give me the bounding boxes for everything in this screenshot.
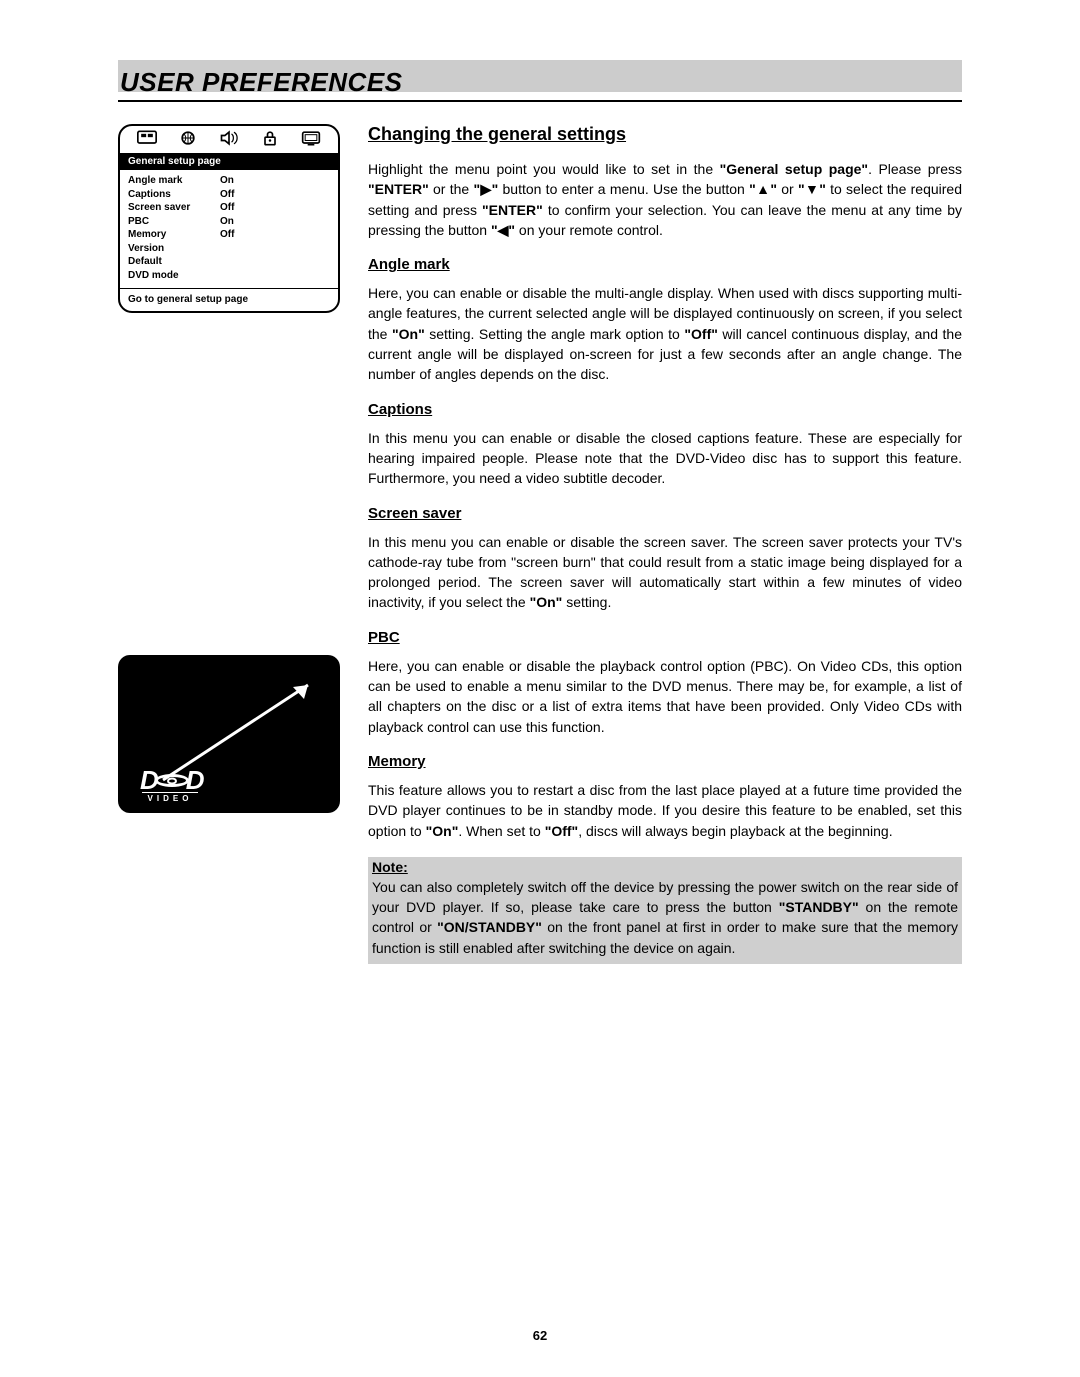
setup-row-value: On (220, 215, 234, 229)
page-title: USER PREFERENCES (118, 67, 403, 98)
note-body: You can also completely switch off the d… (372, 877, 958, 958)
tv-icon (301, 130, 321, 151)
setup-row: PBCOn (128, 215, 330, 229)
subsection-body: This feature allows you to restart a dis… (368, 780, 962, 841)
setup-row-value: On (220, 174, 234, 188)
section-heading-main: Changing the general settings (368, 124, 962, 145)
setup-items: Angle markOnCaptionsOffScreen saverOffPB… (120, 170, 338, 288)
subsection-heading: Angle mark (368, 256, 962, 273)
setup-row: CaptionsOff (128, 188, 330, 202)
setup-row-label: PBC (128, 215, 220, 229)
setup-row-label: DVD mode (128, 269, 220, 283)
setup-footer: Go to general setup page (120, 289, 338, 311)
intro-paragraph: Highlight the menu point you would like … (368, 159, 962, 240)
setup-row-value: Off (220, 188, 234, 202)
subsection-heading: Memory (368, 753, 962, 770)
setup-row-label: Screen saver (128, 201, 220, 215)
dvd-logo: DD (140, 767, 204, 793)
page-number: 62 (0, 1328, 1080, 1343)
setup-title-bar: General setup page (120, 153, 338, 170)
header-underline (118, 100, 962, 102)
sections-container: Angle mark Here, you can enable or disabl… (368, 256, 962, 841)
note-title: Note: (372, 859, 408, 875)
speaker-icon (219, 130, 239, 151)
subsection-body: Here, you can enable or disable the play… (368, 656, 962, 737)
subsection-body: In this menu you can enable or disable t… (368, 532, 962, 613)
subsection-heading: PBC (368, 629, 962, 646)
general-setup-box: General setup page Angle markOnCaptionsO… (118, 124, 340, 313)
setup-row-value: Off (220, 201, 234, 215)
setup-row-label: Default (128, 255, 220, 269)
globe-icon (178, 130, 198, 151)
setup-row-value: Off (220, 228, 234, 242)
header-bar: USER PREFERENCES (118, 60, 962, 92)
setup-row: Screen saverOff (128, 201, 330, 215)
note-box: Note: You can also completely switch off… (368, 857, 962, 964)
setup-row: DVD mode (128, 269, 330, 283)
setup-row-label: Memory (128, 228, 220, 242)
setup-row: MemoryOff (128, 228, 330, 242)
left-column: General setup page Angle markOnCaptionsO… (118, 124, 340, 964)
subsection-body: Here, you can enable or disable the mult… (368, 283, 962, 384)
setup-row-label: Version (128, 242, 220, 256)
subsection-body: In this menu you can enable or disable t… (368, 428, 962, 489)
setup-icon-row (120, 126, 338, 153)
subsection-heading: Captions (368, 401, 962, 418)
dvd-video-figure: DD VIDEO (118, 655, 340, 813)
setup-row: Default (128, 255, 330, 269)
setup-row: Version (128, 242, 330, 256)
lock-icon (260, 130, 280, 151)
dvd-logo-disc-icon (155, 774, 189, 787)
screen-icon (137, 130, 157, 151)
dvd-logo-sub: VIDEO (142, 792, 198, 803)
subsection-heading: Screen saver (368, 505, 962, 522)
setup-row-label: Angle mark (128, 174, 220, 188)
setup-row-label: Captions (128, 188, 220, 202)
right-column: Changing the general settings Highlight … (368, 124, 962, 964)
main-columns: General setup page Angle markOnCaptionsO… (118, 124, 962, 964)
setup-row: Angle markOn (128, 174, 330, 188)
